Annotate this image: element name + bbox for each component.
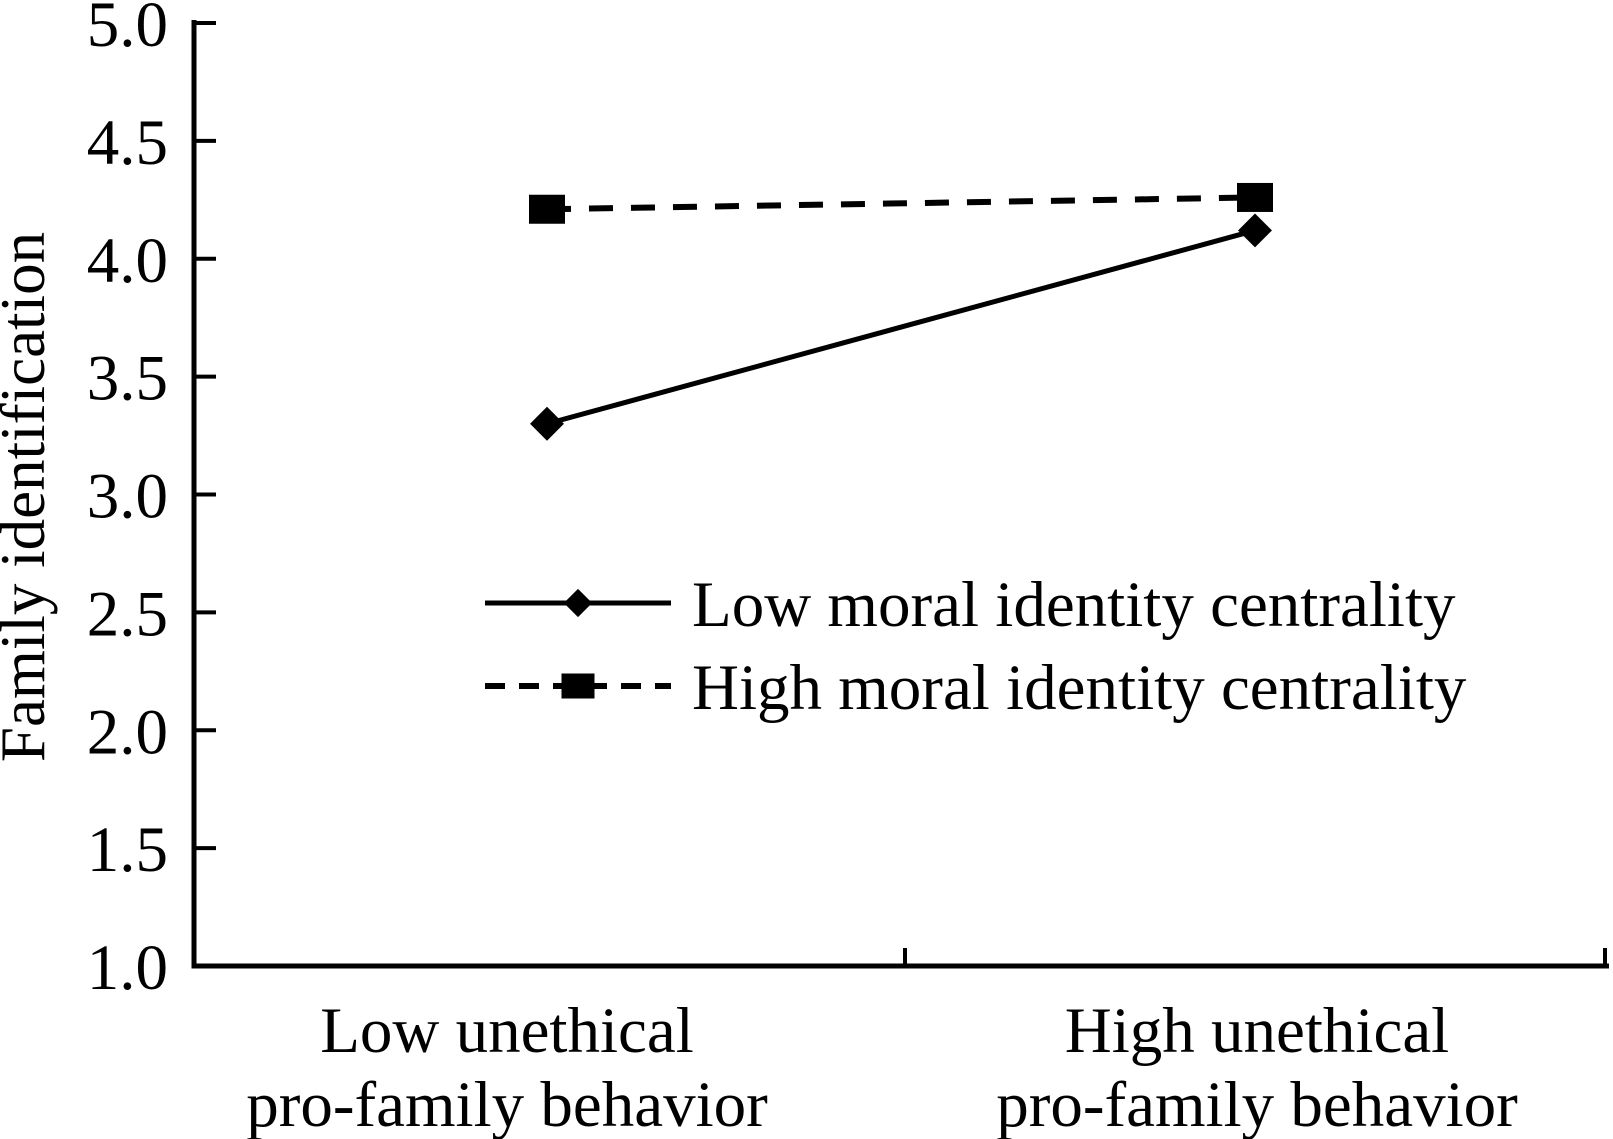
y-axis-tick-label: 1.0 [87,932,168,1004]
y-axis-tick-label: 4.0 [87,225,168,297]
diamond-marker [530,406,564,441]
y-axis-tick-label: 5.0 [87,0,168,61]
diamond-marker [563,588,593,618]
y-axis-tick-label: 4.5 [87,107,168,179]
square-marker [561,673,595,699]
x-axis-category-label: Low unethical [320,995,694,1067]
y-axis-tick-label: 3.0 [87,461,168,533]
square-marker [529,194,565,224]
y-axis-tick-label: 3.5 [87,343,168,415]
square-marker [1237,182,1273,212]
y-axis-tick-label: 1.5 [87,814,168,886]
legend-label: High moral identity centrality [692,652,1467,724]
y-axis-tick-label: 2.5 [87,578,168,650]
x-axis-category-label: pro-family behavior [996,1069,1518,1139]
diamond-marker [1238,213,1272,248]
series-line-dashed [546,194,1256,213]
x-axis-category-label: High unethical [1065,995,1449,1067]
x-axis-category-label: pro-family behavior [246,1069,768,1139]
legend-label: Low moral identity centrality [692,569,1456,641]
y-axis-tick-label: 2.0 [87,696,168,768]
series-line-solid [546,228,1256,427]
y-axis-title: Family identification [0,232,58,762]
